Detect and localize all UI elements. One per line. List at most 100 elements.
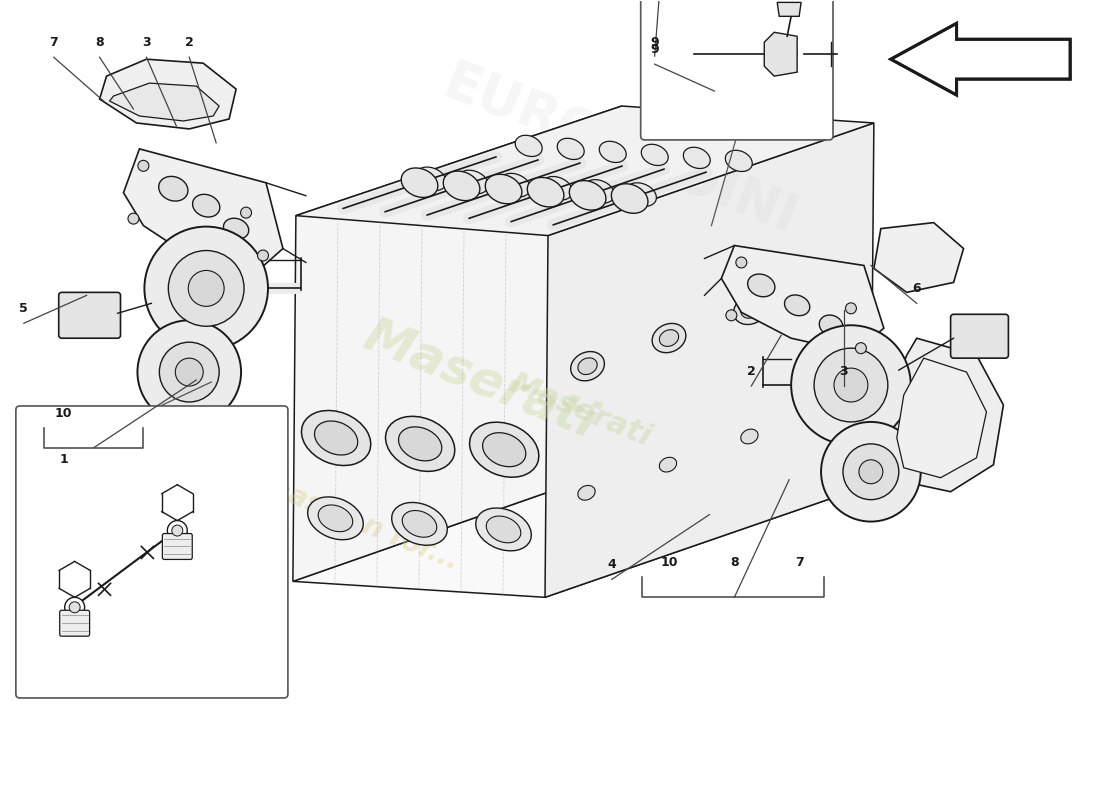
Text: 3: 3: [142, 36, 151, 50]
Circle shape: [69, 602, 80, 613]
Ellipse shape: [308, 497, 363, 540]
Polygon shape: [896, 358, 987, 478]
Ellipse shape: [748, 274, 774, 297]
Ellipse shape: [815, 267, 849, 296]
Ellipse shape: [499, 174, 530, 197]
Text: 7: 7: [50, 36, 58, 50]
Ellipse shape: [485, 174, 521, 204]
Circle shape: [138, 320, 241, 424]
Polygon shape: [887, 338, 1003, 492]
Ellipse shape: [740, 302, 760, 318]
Ellipse shape: [784, 295, 810, 316]
Circle shape: [821, 422, 921, 522]
Ellipse shape: [725, 150, 752, 171]
Text: 5: 5: [20, 302, 29, 315]
Ellipse shape: [612, 184, 648, 214]
Circle shape: [736, 257, 747, 268]
Ellipse shape: [458, 170, 488, 194]
Circle shape: [65, 598, 85, 618]
Ellipse shape: [483, 433, 526, 466]
Text: 4: 4: [607, 558, 616, 571]
Ellipse shape: [392, 502, 448, 546]
Ellipse shape: [652, 323, 686, 353]
Text: 1: 1: [59, 453, 68, 466]
Ellipse shape: [398, 427, 442, 461]
Polygon shape: [544, 123, 873, 598]
Circle shape: [843, 444, 899, 500]
Circle shape: [834, 368, 868, 402]
Circle shape: [859, 460, 883, 484]
Ellipse shape: [571, 351, 604, 381]
Polygon shape: [293, 106, 622, 582]
Ellipse shape: [578, 486, 595, 500]
Ellipse shape: [823, 274, 842, 290]
Ellipse shape: [822, 401, 839, 416]
Ellipse shape: [443, 171, 480, 201]
Polygon shape: [722, 246, 883, 352]
Circle shape: [144, 226, 268, 350]
Ellipse shape: [192, 194, 220, 217]
Circle shape: [160, 342, 219, 402]
Text: Maserati: Maserati: [358, 312, 604, 449]
Ellipse shape: [223, 218, 249, 239]
Polygon shape: [123, 149, 283, 273]
Polygon shape: [891, 23, 1070, 95]
Polygon shape: [764, 32, 798, 76]
Ellipse shape: [301, 410, 371, 466]
Text: 7: 7: [795, 557, 803, 570]
Circle shape: [175, 358, 204, 386]
Ellipse shape: [158, 176, 188, 201]
FancyBboxPatch shape: [163, 534, 192, 559]
Ellipse shape: [740, 429, 758, 444]
Circle shape: [257, 250, 268, 261]
Ellipse shape: [659, 458, 676, 472]
Text: 6: 6: [912, 282, 921, 295]
Text: 9: 9: [650, 43, 659, 56]
Polygon shape: [110, 83, 219, 121]
Circle shape: [856, 342, 867, 354]
Ellipse shape: [541, 177, 572, 200]
Circle shape: [791, 326, 911, 445]
Ellipse shape: [385, 416, 454, 471]
Polygon shape: [296, 106, 873, 235]
Ellipse shape: [578, 358, 597, 374]
Ellipse shape: [402, 168, 438, 198]
Ellipse shape: [318, 505, 353, 532]
Ellipse shape: [486, 516, 520, 542]
Text: 9: 9: [650, 36, 659, 50]
Ellipse shape: [515, 135, 542, 157]
Polygon shape: [873, 222, 964, 292]
Circle shape: [846, 303, 857, 314]
Ellipse shape: [475, 508, 531, 551]
Ellipse shape: [683, 147, 711, 169]
Text: Maserati: Maserati: [505, 368, 656, 451]
Polygon shape: [100, 59, 236, 129]
Ellipse shape: [820, 315, 843, 335]
Ellipse shape: [570, 181, 606, 210]
Polygon shape: [293, 468, 871, 598]
Circle shape: [168, 250, 244, 326]
Ellipse shape: [558, 138, 584, 159]
Circle shape: [167, 521, 187, 541]
Circle shape: [128, 213, 139, 224]
FancyBboxPatch shape: [640, 0, 833, 140]
FancyBboxPatch shape: [950, 314, 1009, 358]
Circle shape: [188, 270, 224, 306]
Text: EUROBODINI: EUROBODINI: [436, 56, 804, 246]
Ellipse shape: [403, 510, 437, 538]
Text: 1985: 1985: [734, 277, 865, 363]
FancyBboxPatch shape: [15, 406, 288, 698]
Text: a passion for...: a passion for...: [239, 463, 463, 576]
Text: 10: 10: [55, 407, 73, 420]
Text: 3: 3: [839, 365, 848, 378]
Ellipse shape: [600, 142, 626, 162]
Circle shape: [138, 160, 148, 171]
Ellipse shape: [315, 421, 358, 455]
Ellipse shape: [659, 330, 679, 346]
Text: 2: 2: [747, 365, 756, 378]
Ellipse shape: [416, 167, 447, 190]
Circle shape: [814, 348, 888, 422]
Text: 8: 8: [96, 36, 103, 50]
Ellipse shape: [470, 422, 539, 478]
Circle shape: [172, 525, 183, 536]
